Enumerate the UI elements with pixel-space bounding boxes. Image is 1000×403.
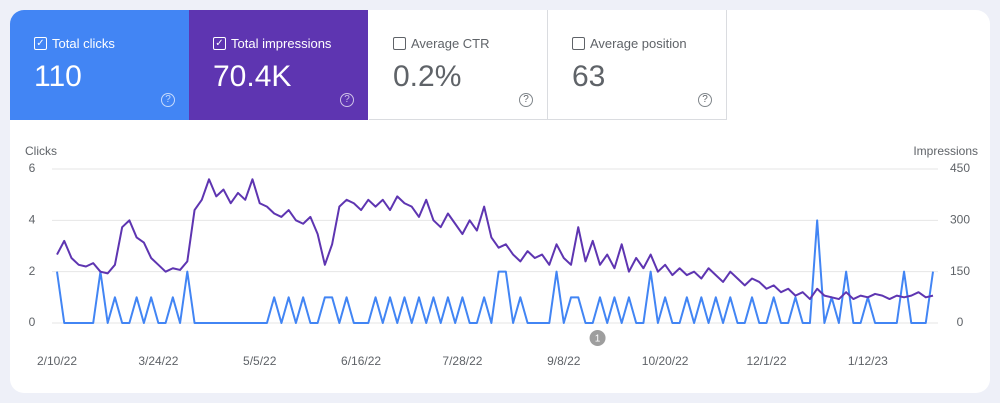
series-line [56, 178, 934, 301]
position-card[interactable]: Average position 63 ? [548, 10, 727, 120]
series-line [56, 219, 934, 324]
y-tick-label: 2 [29, 264, 36, 278]
help-icon[interactable]: ? [519, 93, 533, 107]
y2-tick-label: 450 [950, 161, 970, 175]
annotation-marker [589, 330, 606, 346]
clicks-card[interactable]: ✓ Total clicks 110 ? [10, 10, 189, 120]
card-label: Total clicks [52, 36, 115, 51]
ctr-card[interactable]: Average CTR 0.2% ? [369, 10, 548, 120]
x-tick-label: 5/5/22 [243, 354, 277, 368]
x-tick-label: 3/24/22 [138, 354, 178, 368]
y-tick-label: 0 [29, 315, 36, 329]
y2-tick-label: 300 [950, 213, 970, 227]
y-axis-title: Clicks [25, 144, 57, 158]
performance-panel: ✓ Total clicks 110 ? ✓ Total impressions… [10, 10, 990, 393]
x-tick-label: 1/12/23 [848, 354, 888, 368]
card-label: Total impressions [231, 36, 332, 51]
chart: Clicks Impressions 0 2 4 6 0 150 300 450 2/10/22… [25, 144, 978, 368]
card-value: 110 [34, 60, 82, 93]
annotation[interactable]: 1 [589, 330, 606, 346]
help-icon[interactable]: ? [161, 93, 175, 107]
y-tick-label: 4 [29, 213, 36, 227]
y2-tick-label: 0 [957, 315, 964, 329]
card-label: Average position [590, 36, 687, 51]
card-value: 70.4K [213, 60, 292, 93]
card-value: 63 [572, 60, 606, 93]
x-tick-label: 12/1/22 [746, 354, 786, 368]
x-tick-label: 10/20/22 [642, 354, 689, 368]
x-tick-label: 6/16/22 [341, 354, 381, 368]
x-tick-label: 7/28/22 [442, 354, 482, 368]
card-value: 0.2% [393, 60, 462, 93]
impressions-card[interactable]: ✓ Total impressions 70.4K ? [189, 10, 368, 120]
help-icon[interactable]: ? [340, 93, 354, 107]
y2-tick-label: 150 [950, 264, 970, 278]
checkbox[interactable]: ✓ [34, 37, 47, 50]
card-label: Average CTR [411, 36, 490, 51]
checkbox[interactable]: ✓ [213, 37, 226, 50]
annotation-text: 1 [595, 334, 601, 345]
help-icon[interactable]: ? [698, 93, 712, 107]
checkbox[interactable] [393, 37, 406, 50]
x-tick-label: 2/10/22 [37, 354, 77, 368]
x-tick-label: 9/8/22 [547, 354, 581, 368]
y-tick-label: 6 [29, 161, 36, 175]
y2-axis-title: Impressions [913, 144, 978, 158]
checkbox[interactable] [572, 37, 585, 50]
